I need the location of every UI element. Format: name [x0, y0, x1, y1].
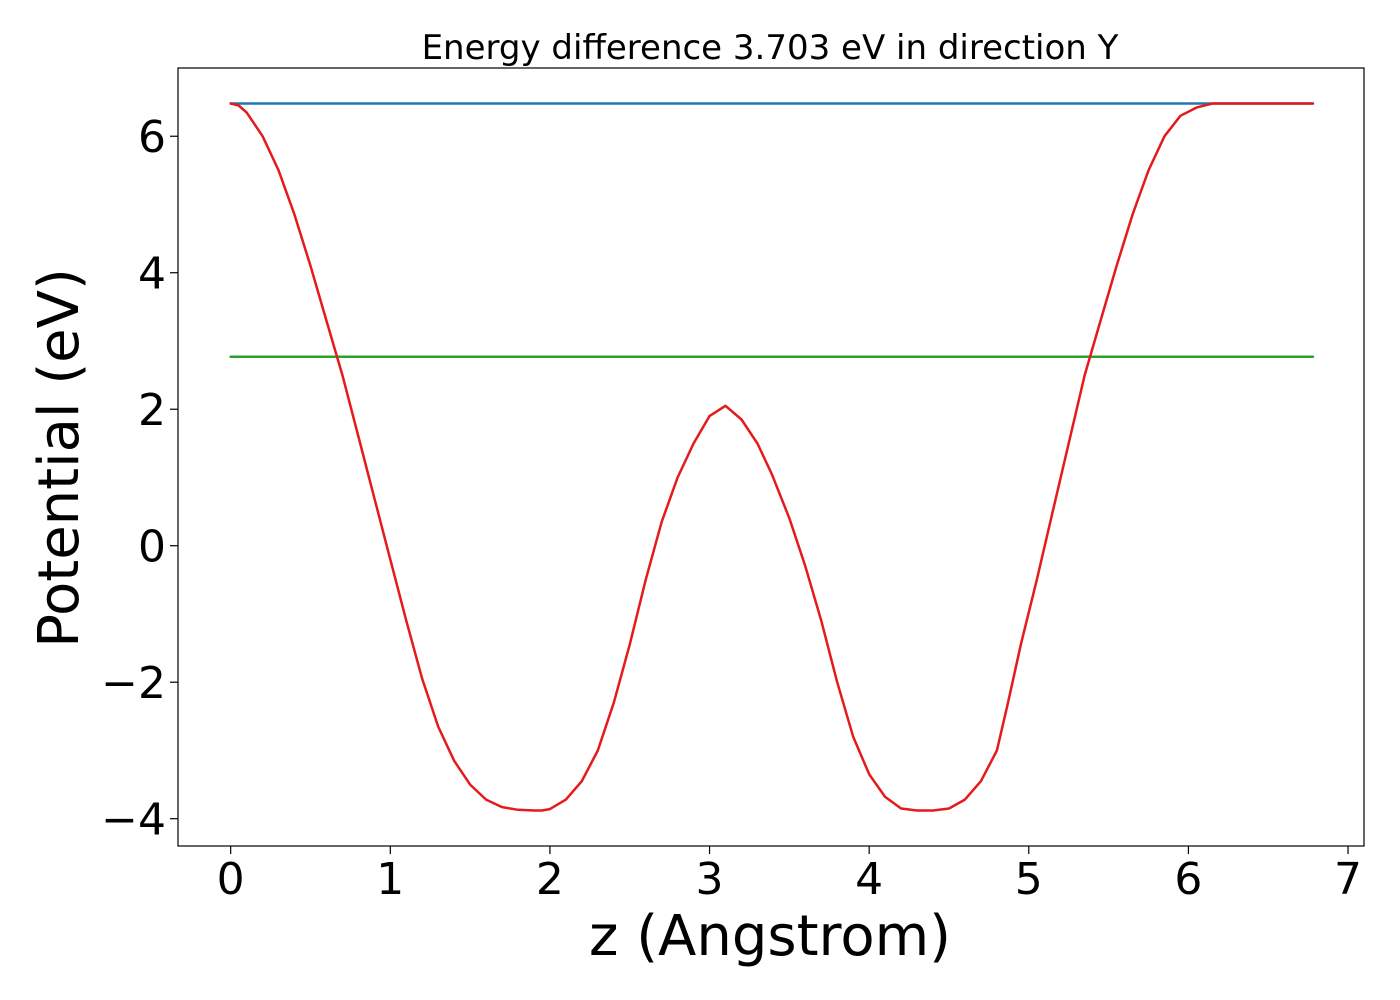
x-tick-label: 2: [536, 854, 564, 905]
y-tick-label: 6: [138, 112, 166, 163]
x-tick-label: 1: [376, 854, 404, 905]
axes-frame: [177, 67, 1365, 847]
plot-area: 0 1 2 3 4 5 6 7 −4 −2 0 2 4 6: [101, 67, 1365, 905]
y-axis-label: Potential (eV): [27, 268, 92, 648]
y-tick-label: 0: [138, 522, 166, 573]
y-tick-label: −2: [101, 658, 166, 709]
x-tick-label: 7: [1334, 854, 1362, 905]
x-tick-label: 3: [696, 854, 724, 905]
y-tick-label: 2: [138, 385, 166, 436]
x-tick-label: 4: [855, 854, 883, 905]
y-tick-label: −4: [101, 795, 166, 846]
y-tick-label: 4: [138, 249, 166, 300]
x-axis-label: z (Angstrom): [589, 904, 951, 969]
series-line-2: [229, 102, 1315, 812]
x-tick-label: 6: [1174, 854, 1202, 905]
x-tick-label: 0: [217, 854, 245, 905]
x-tick-label: 5: [1015, 854, 1043, 905]
chart-title: Energy difference 3.703 eV in direction …: [422, 28, 1119, 68]
